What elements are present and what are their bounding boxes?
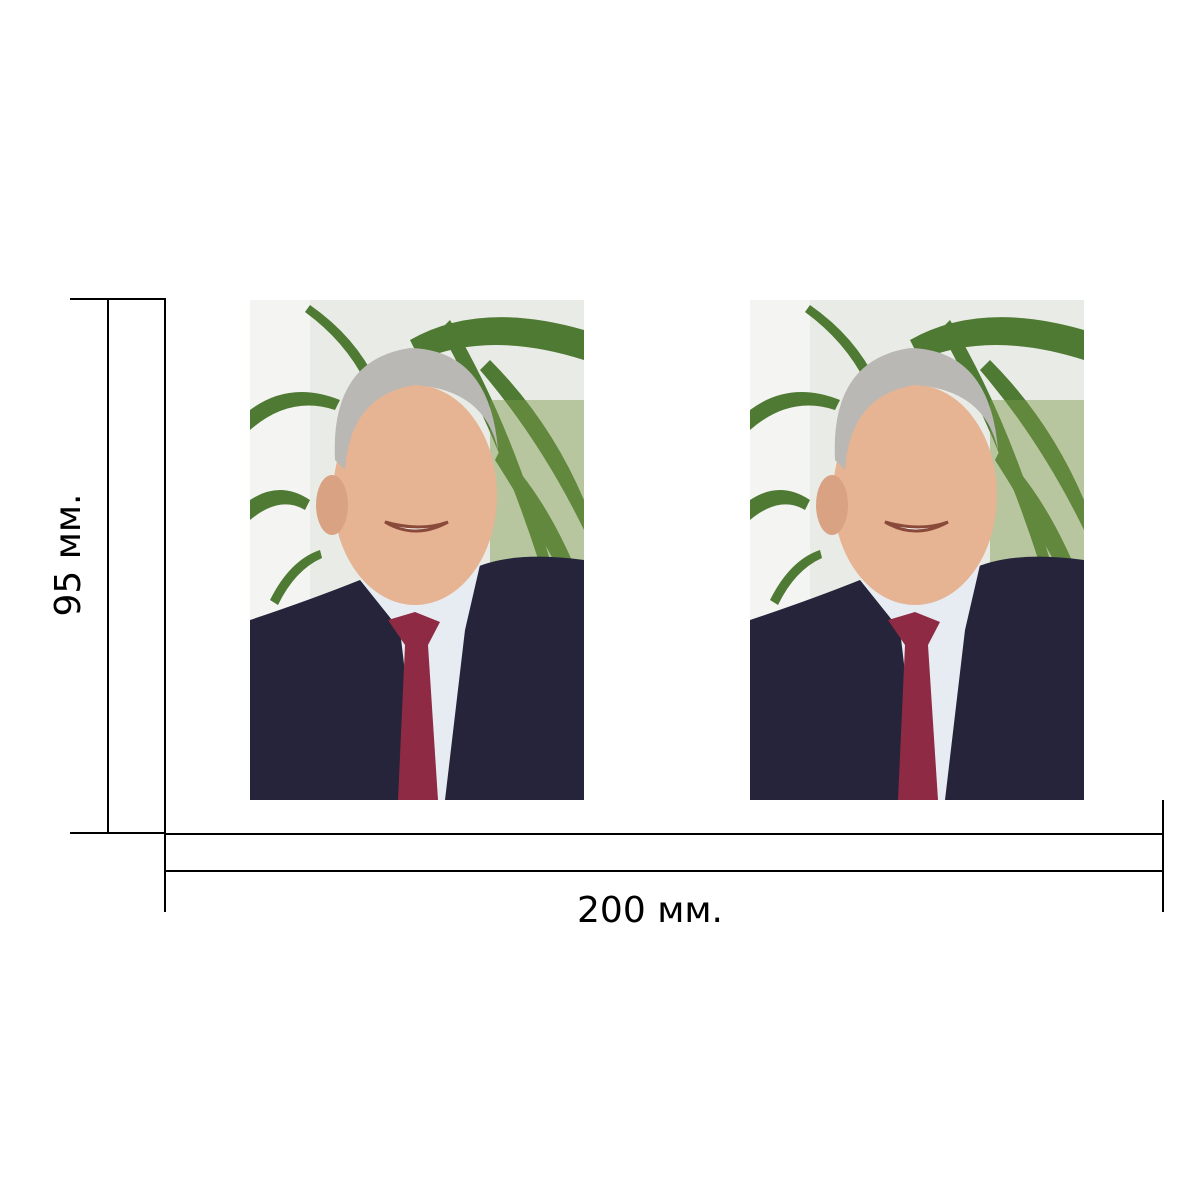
- width-label: 200 мм.: [577, 890, 723, 931]
- height-dimension: [70, 298, 166, 834]
- width-dimension: [164, 800, 1164, 912]
- photo: [250, 300, 584, 800]
- photo: [750, 300, 1084, 800]
- height-label: 95 мм.: [48, 493, 89, 616]
